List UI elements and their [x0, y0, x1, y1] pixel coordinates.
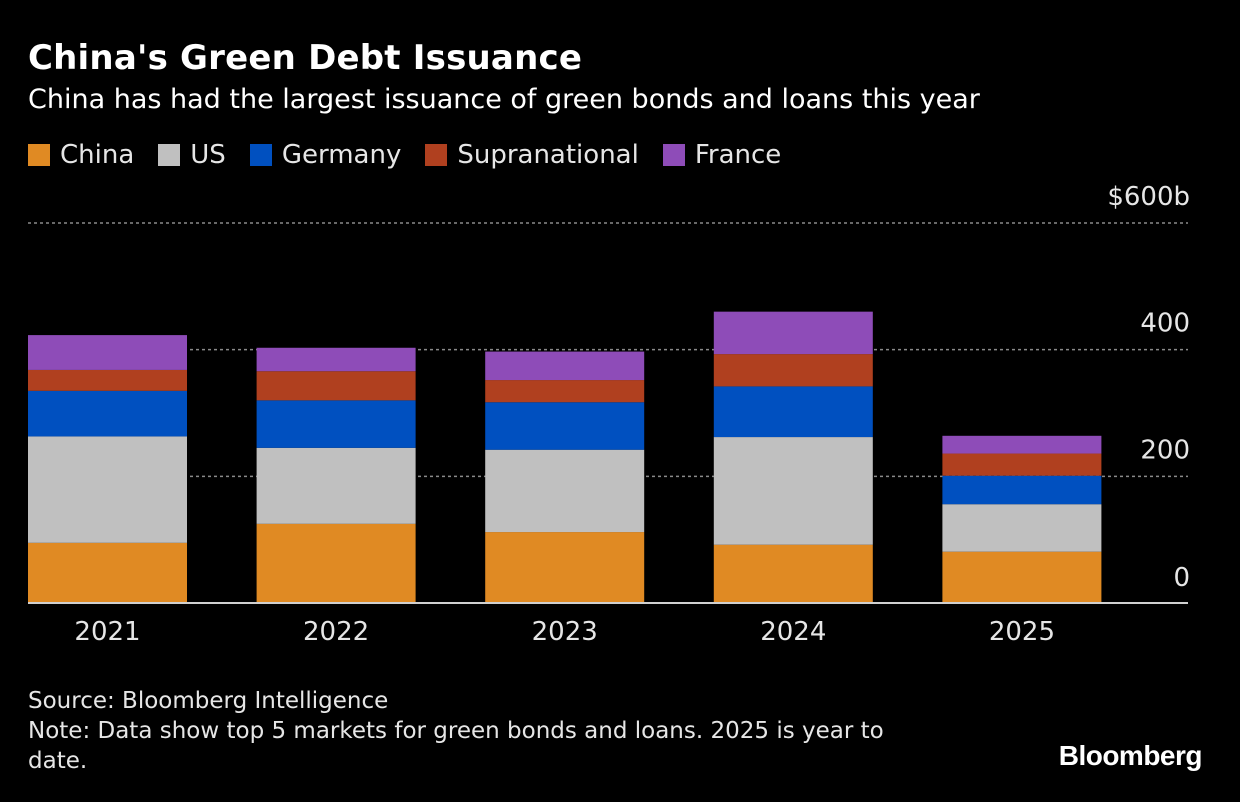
bar-segment-france-2021: [28, 335, 187, 370]
bar-segment-us-2021: [28, 436, 187, 543]
bar-segment-supranational-2024: [713, 354, 873, 387]
bar-segment-germany-2025: [942, 475, 1102, 505]
legend-item-china: China: [28, 140, 134, 170]
bar-segment-germany-2024: [713, 386, 873, 438]
bar-segment-china-2022: [256, 523, 416, 603]
y-tick-label: 400: [1140, 309, 1190, 339]
bar-segment-germany-2022: [256, 400, 416, 448]
bar-segment-france-2023: [485, 351, 645, 381]
bar-segment-supranational-2025: [942, 453, 1102, 476]
legend-swatch: [28, 144, 50, 166]
legend-label: China: [60, 140, 135, 170]
bar-segment-germany-2021: [28, 390, 187, 437]
bar-segment-us-2022: [256, 447, 416, 524]
x-tick-label: 2021: [74, 617, 140, 647]
legend-item-germany: Germany: [249, 140, 402, 170]
source-text: Source: Bloomberg Intelligence: [28, 688, 389, 714]
x-tick-label: 2024: [760, 617, 826, 647]
bar-segment-us-2025: [942, 504, 1102, 552]
bar-segment-germany-2023: [485, 402, 645, 450]
legend-item-supranational: Supranational: [425, 140, 639, 170]
legend: China US Germany Supranational France: [28, 140, 805, 170]
bar-segment-supranational-2022: [256, 371, 416, 401]
legend-swatch: [249, 144, 272, 166]
y-tick-label: 0: [1173, 563, 1190, 593]
bar-segment-france-2024: [713, 311, 873, 355]
bar-segment-china-2024: [713, 544, 873, 603]
y-tick-label: $600b: [1107, 182, 1190, 212]
legend-label: France: [694, 140, 782, 170]
legend-swatch: [158, 144, 181, 166]
bar-segment-us-2023: [485, 449, 645, 533]
bar-segment-china-2023: [485, 532, 645, 603]
legend-label: Supranational: [457, 140, 639, 170]
bar-segment-supranational-2023: [485, 380, 645, 403]
bar-segment-china-2025: [942, 551, 1102, 603]
legend-label: Germany: [281, 140, 402, 170]
x-tick-label: 2022: [303, 617, 369, 647]
bar-segment-us-2024: [713, 437, 873, 545]
note-text: Note: Data show top 5 markets for green …: [28, 718, 884, 774]
legend-swatch: [662, 144, 685, 166]
bar-segment-supranational-2021: [28, 369, 187, 391]
chart-title: China's Green Debt Issuance: [28, 38, 583, 78]
legend-item-us: US: [158, 140, 226, 170]
bloomberg-logo: Bloomberg: [1058, 740, 1203, 771]
x-tick-label: 2023: [532, 617, 598, 647]
bar-segment-france-2025: [942, 435, 1102, 454]
legend-swatch: [425, 144, 448, 166]
bar-segment-france-2022: [256, 347, 416, 372]
x-tick-label: 2025: [989, 617, 1055, 647]
legend-item-france: France: [662, 140, 782, 170]
y-tick-label: 200: [1140, 435, 1190, 465]
legend-label: US: [190, 140, 226, 170]
chart-subtitle: China has had the largest issuance of gr…: [28, 84, 980, 115]
bar-segment-china-2021: [28, 542, 187, 603]
